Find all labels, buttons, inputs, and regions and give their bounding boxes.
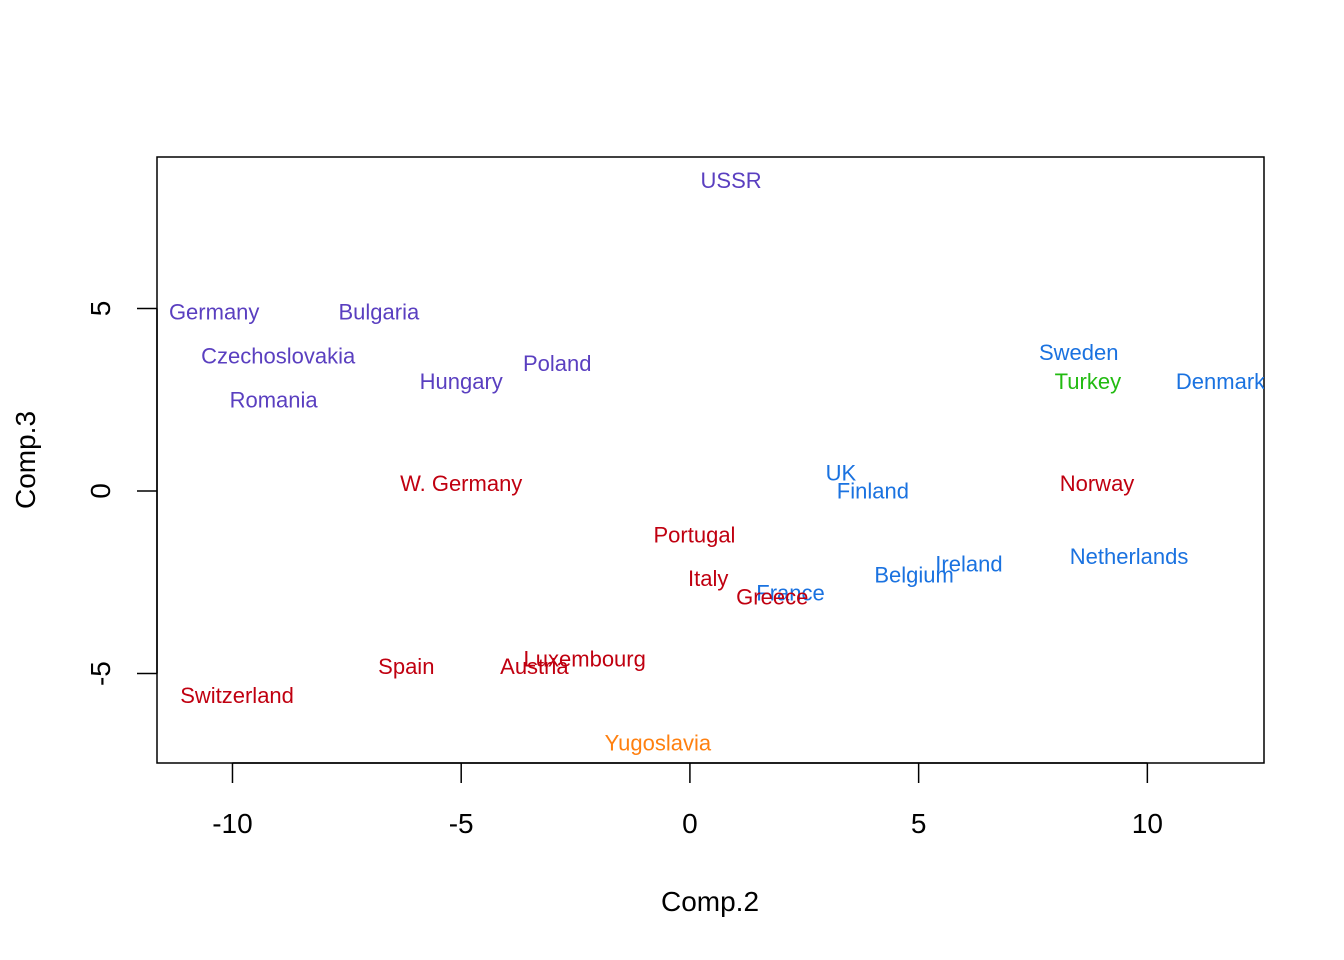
point-labels: USSR Germany Bulgaria Czechoslovakia Poland H… xyxy=(169,168,1266,755)
y-tick-label: 0 xyxy=(85,483,116,499)
point-label: Turkey xyxy=(1055,369,1121,394)
point-label: Denmark xyxy=(1176,369,1266,394)
y-axis: -5 0 5 xyxy=(85,301,158,686)
x-tick-label: 0 xyxy=(682,808,698,839)
point-label: UK xyxy=(826,460,857,485)
point-label: Czechoslovakia xyxy=(201,343,356,368)
point-label: USSR xyxy=(701,168,762,193)
x-tick-label: -5 xyxy=(449,808,474,839)
y-axis-title: Comp.3 xyxy=(10,411,41,509)
point-label: Bulgaria xyxy=(338,300,419,325)
point-label: France xyxy=(756,581,824,606)
point-label: Romania xyxy=(230,387,319,412)
point-label: Ireland xyxy=(935,552,1002,577)
point-label: Finland xyxy=(837,479,909,504)
x-tick-label: -10 xyxy=(212,808,252,839)
point-label: Austria xyxy=(500,654,569,679)
point-label: Poland xyxy=(523,351,592,376)
point-label: Italy xyxy=(688,566,728,591)
point-label: Yugoslavia xyxy=(605,730,712,755)
point-label: Switzerland xyxy=(180,683,294,708)
point-label: W. Germany xyxy=(400,471,522,496)
plot-area-border xyxy=(156,156,1265,764)
point-label: Germany xyxy=(169,300,259,325)
x-axis-title: Comp.2 xyxy=(661,886,759,917)
point-label: Luxembourg xyxy=(524,646,646,671)
x-axis: -10 -5 0 5 10 xyxy=(212,762,1163,839)
point-label: Hungary xyxy=(420,369,503,394)
point-label: Spain xyxy=(378,654,434,679)
x-tick-label: 5 xyxy=(911,808,927,839)
y-tick-label: -5 xyxy=(85,661,116,686)
x-tick-label: 10 xyxy=(1132,808,1163,839)
point-label: Portugal xyxy=(654,522,736,547)
point-label: Norway xyxy=(1060,471,1135,496)
point-label: Belgium xyxy=(874,562,953,587)
y-tick-label: 5 xyxy=(85,301,116,317)
point-label: Netherlands xyxy=(1070,544,1189,569)
point-label: Greece xyxy=(736,584,808,609)
point-label: Sweden xyxy=(1039,340,1119,365)
